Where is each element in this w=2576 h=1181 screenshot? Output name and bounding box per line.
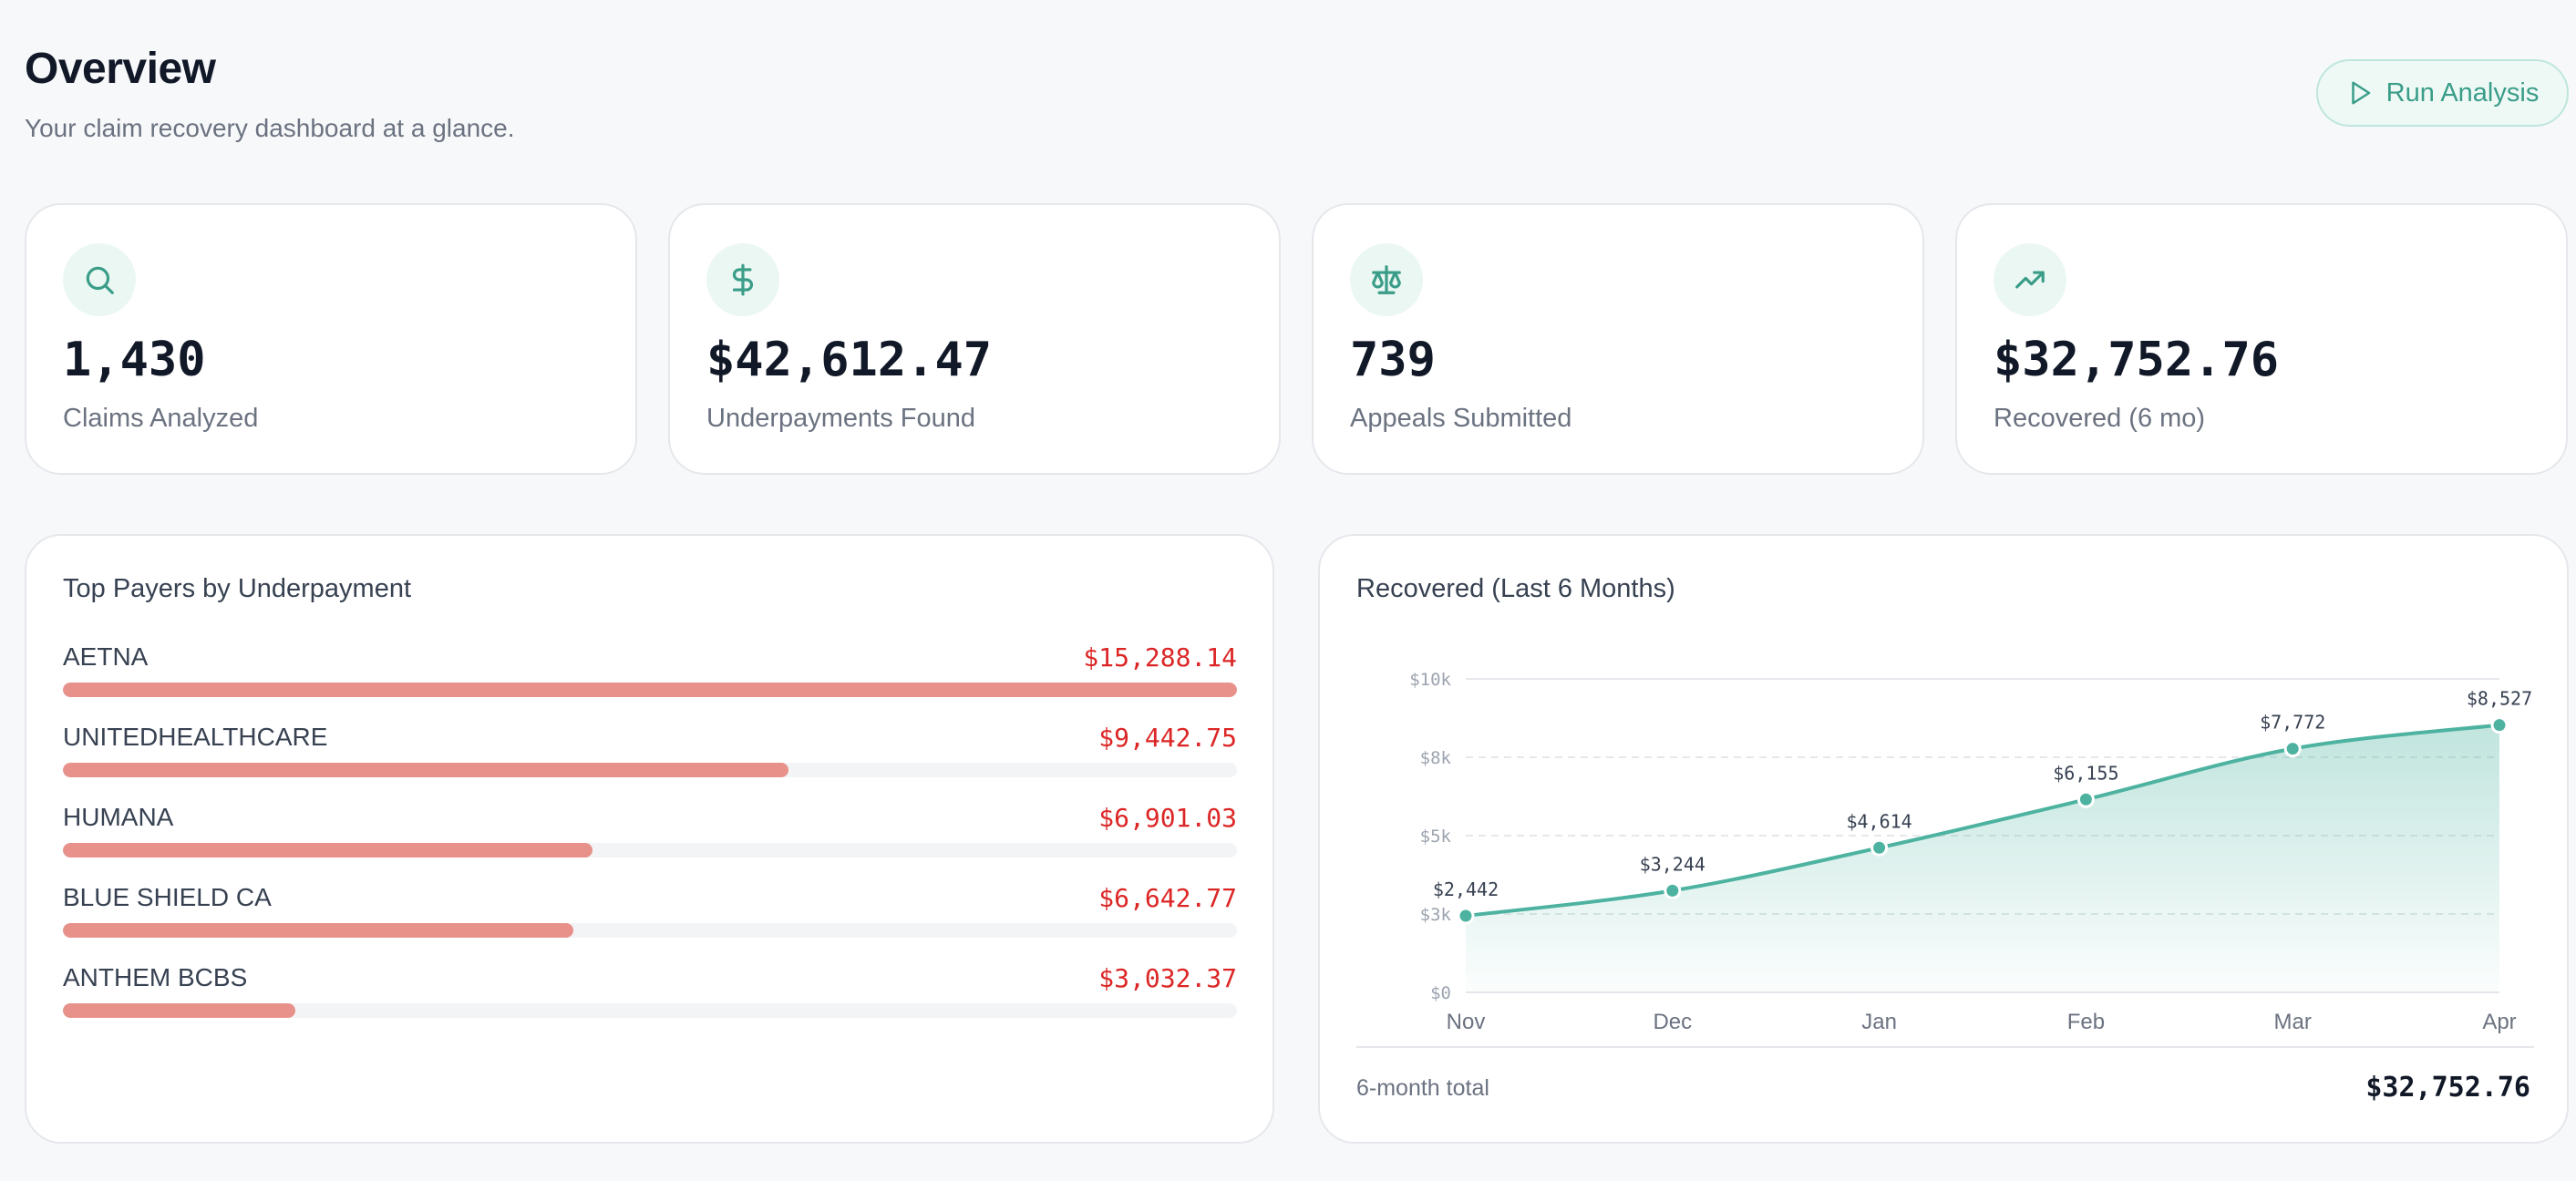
recovered-chart-panel: Recovered (Last 6 Months) $0 $3k $5k $8k $10… <box>1318 534 2569 1144</box>
data-label: $2,442 <box>1433 878 1499 900</box>
data-label: $8,527 <box>2467 688 2532 710</box>
payer-bar-fill <box>63 683 1237 697</box>
payer-row-aetna: AETNA $15,288.14 <box>63 642 1237 697</box>
stat-card-recovered: $32,752.76 Recovered (6 mo) <box>1955 203 2568 475</box>
payer-bar-track <box>63 683 1237 697</box>
page-title: Overview <box>25 45 216 93</box>
payer-row-humana: HUMANA $6,901.03 <box>63 803 1237 858</box>
footer-divider <box>1356 1046 2534 1048</box>
stat-value: $42,612.47 <box>706 333 993 387</box>
stat-card-underpayments-found: $42,612.47 Underpayments Found <box>668 203 1281 475</box>
data-label: $6,155 <box>2053 762 2118 784</box>
y-tick-label: $5k <box>1420 827 1452 847</box>
payer-bar-track <box>63 763 1237 777</box>
data-point <box>1870 838 1889 857</box>
stat-card-claims-analyzed: 1,430 Claims Analyzed <box>25 203 637 475</box>
run-analysis-label: Run Analysis <box>2385 77 2540 108</box>
x-tick-label: Mar <box>2274 1010 2312 1034</box>
payer-row-anthem-bcbs: ANTHEM BCBS $3,032.37 <box>63 963 1237 1018</box>
data-label: $3,244 <box>1640 853 1705 875</box>
x-tick-label: Feb <box>2067 1010 2105 1034</box>
stat-label: Appeals Submitted <box>1350 404 1572 433</box>
x-tick-label: Dec <box>1653 1010 1692 1034</box>
payer-name: ANTHEM BCBS <box>63 963 248 991</box>
run-analysis-button[interactable]: Run Analysis <box>2316 59 2569 127</box>
data-label: $7,772 <box>2260 712 2325 734</box>
payer-amount: $15,288.14 <box>1083 642 1237 673</box>
payer-amount: $9,442.75 <box>1098 723 1237 753</box>
payer-name: UNITEDHEALTHCARE <box>63 723 328 751</box>
recovered-chart: $0 $3k $5k $8k $10k $2,442 Nov $3,244 Dec $4,614 J… <box>1409 670 2532 1034</box>
x-tick-label: Apr <box>2482 1010 2516 1034</box>
y-tick-label: $8k <box>1420 748 1452 768</box>
stat-label: Recovered (6 mo) <box>1994 404 2206 433</box>
stat-card-appeals-submitted: 739 Appeals Submitted <box>1312 203 1924 475</box>
footer-total: $32,752.76 <box>2365 1072 2530 1104</box>
payer-bar-fill <box>63 843 593 858</box>
payer-name: HUMANA <box>63 803 174 831</box>
play-icon <box>2351 81 2370 105</box>
x-tick-label: Jan <box>1861 1010 1897 1034</box>
data-point <box>1664 881 1682 899</box>
data-point <box>1457 907 1475 925</box>
data-label: $4,614 <box>1846 810 1911 832</box>
stat-label: Claims Analyzed <box>63 404 259 433</box>
page-subtitle: Your claim recovery dashboard at a glanc… <box>25 114 515 142</box>
dollar-icon <box>706 243 779 316</box>
footer-label: 6-month total <box>1356 1075 1489 1101</box>
payer-row-blue-shield-ca: BLUE SHIELD CA $6,642.77 <box>63 883 1237 938</box>
stat-value: 739 <box>1350 333 1436 387</box>
payer-name: AETNA <box>63 642 149 671</box>
scale-icon <box>1350 243 1423 316</box>
data-point <box>2490 716 2509 734</box>
payer-bar-track <box>63 923 1237 938</box>
page-header: Overview Your claim recovery dashboard a… <box>25 44 515 143</box>
payer-bar-fill <box>63 923 573 938</box>
payer-bar-fill <box>63 763 788 777</box>
stat-value: $32,752.76 <box>1994 333 2280 387</box>
payer-name: BLUE SHIELD CA <box>63 883 272 911</box>
trending-up-icon <box>1994 243 2066 316</box>
top-payers-panel: Top Payers by Underpayment AETNA $15,288… <box>25 534 1274 1144</box>
payer-bar-track <box>63 1003 1237 1018</box>
search-icon <box>63 243 136 316</box>
data-point <box>2283 740 2302 758</box>
payer-amount: $3,032.37 <box>1098 963 1237 993</box>
stat-value: 1,430 <box>63 333 206 387</box>
payer-amount: $6,642.77 <box>1098 883 1237 913</box>
payer-amount: $6,901.03 <box>1098 803 1237 833</box>
payer-bar-fill <box>63 1003 296 1018</box>
y-tick-label: $10k <box>1409 670 1451 690</box>
y-tick-label: $3k <box>1420 905 1452 925</box>
data-point <box>2076 790 2095 808</box>
y-tick-label: $0 <box>1430 983 1451 1003</box>
panel-title: Top Payers by Underpayment <box>63 574 412 603</box>
x-tick-label: Nov <box>1447 1010 1486 1034</box>
series-area <box>1466 724 2499 992</box>
series-line <box>1465 723 2500 918</box>
panel-title: Recovered (Last 6 Months) <box>1356 574 1675 603</box>
payer-row-unitedhealthcare: UNITEDHEALTHCARE $9,442.75 <box>63 723 1237 777</box>
stat-label: Underpayments Found <box>706 404 975 433</box>
payer-bar-track <box>63 843 1237 858</box>
